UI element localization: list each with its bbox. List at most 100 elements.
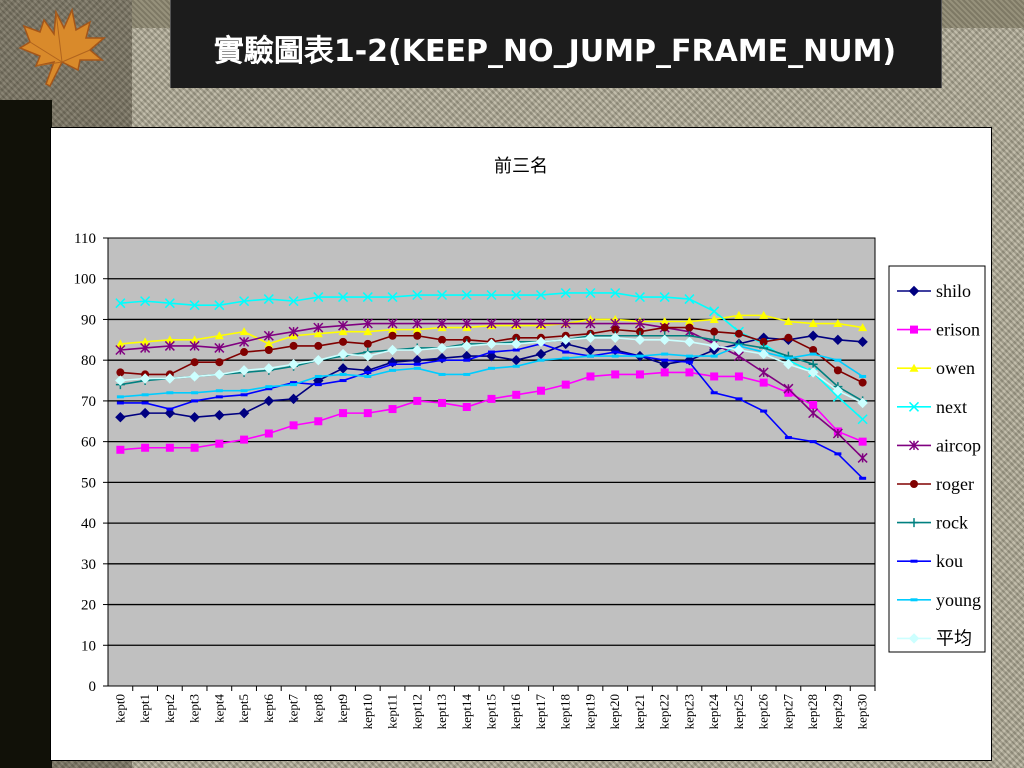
data-point xyxy=(116,368,125,377)
data-point xyxy=(512,364,520,368)
data-point xyxy=(240,389,248,393)
data-point xyxy=(537,358,545,362)
data-point xyxy=(758,348,769,360)
legend: shilo erison owen next aircop roger rock kou you… xyxy=(888,265,986,653)
x-tick-label: kept13 xyxy=(434,694,449,729)
data-point xyxy=(139,373,151,384)
data-point xyxy=(387,318,398,329)
y-tick-label: 50 xyxy=(81,475,96,491)
data-point xyxy=(488,366,495,370)
data-point xyxy=(833,366,842,375)
x-tick-label: kept21 xyxy=(632,694,647,729)
data-point xyxy=(535,289,547,301)
data-point xyxy=(611,325,620,334)
legend-label: rock xyxy=(936,513,968,533)
data-point xyxy=(809,400,818,409)
legend-label: shilo xyxy=(936,281,971,301)
data-point xyxy=(660,368,669,377)
data-point xyxy=(115,339,125,348)
data-point xyxy=(215,358,224,367)
data-point xyxy=(758,367,769,378)
data-point xyxy=(585,344,596,356)
y-tick-label: 100 xyxy=(74,272,97,288)
data-point xyxy=(116,395,124,399)
data-point xyxy=(733,344,745,356)
legend-label: roger xyxy=(936,474,974,494)
data-point xyxy=(759,337,768,346)
maple-leaf-icon xyxy=(18,7,107,88)
data-point xyxy=(362,292,373,303)
legend-label: next xyxy=(936,397,967,417)
data-point xyxy=(339,379,347,383)
data-point xyxy=(164,407,176,419)
data-point xyxy=(511,338,522,350)
data-point xyxy=(288,296,299,307)
data-point xyxy=(832,428,843,439)
data-point xyxy=(289,341,298,350)
data-point xyxy=(412,344,423,356)
data-point xyxy=(635,370,644,379)
data-point xyxy=(240,393,248,397)
data-point xyxy=(164,340,175,351)
x-tick-label: kept10 xyxy=(360,694,375,729)
data-point xyxy=(116,401,124,405)
data-point xyxy=(461,318,472,329)
data-point xyxy=(908,401,920,412)
data-point xyxy=(486,350,497,362)
data-point xyxy=(685,323,694,332)
data-point xyxy=(263,363,275,374)
data-point xyxy=(313,322,324,333)
data-point xyxy=(140,342,151,353)
title-bar xyxy=(170,0,942,88)
data-point xyxy=(857,452,868,463)
x-tick-label: kept8 xyxy=(310,694,325,723)
data-point xyxy=(191,399,199,403)
data-point xyxy=(288,359,299,370)
data-point xyxy=(288,326,299,337)
legend-item: roger xyxy=(897,474,974,494)
data-point xyxy=(461,289,472,301)
data-point xyxy=(807,330,819,341)
legend-item: young xyxy=(897,590,981,610)
data-point xyxy=(910,598,918,602)
data-point xyxy=(463,372,471,376)
data-point xyxy=(264,339,274,348)
data-point xyxy=(115,411,126,423)
x-tick-label: kept0 xyxy=(112,694,127,723)
legend-item: next xyxy=(897,397,967,417)
legend-item: erison xyxy=(897,320,980,340)
data-point xyxy=(585,287,596,299)
data-point xyxy=(413,362,421,366)
data-point xyxy=(115,375,126,386)
y-axis: 0 10 20 30 40 50 60 70 80 90 100 110 xyxy=(74,231,108,695)
data-point xyxy=(413,366,421,370)
data-point xyxy=(191,391,199,395)
data-point xyxy=(239,327,249,336)
data-point xyxy=(313,354,324,366)
data-point xyxy=(115,344,126,356)
data-point xyxy=(264,429,273,438)
data-point xyxy=(337,348,349,360)
data-point xyxy=(166,407,174,411)
data-point xyxy=(636,354,644,358)
x-tick-label: kept14 xyxy=(459,694,474,730)
data-point xyxy=(708,340,720,352)
data-point xyxy=(438,372,446,376)
data-point xyxy=(140,337,150,346)
data-point xyxy=(585,318,596,329)
data-point xyxy=(659,292,670,303)
data-point xyxy=(436,289,448,301)
data-point xyxy=(759,378,768,387)
data-point xyxy=(858,437,867,446)
data-point xyxy=(363,409,372,418)
data-point xyxy=(660,316,670,325)
data-point xyxy=(362,350,373,362)
chart-frame: 前三名 0 10 20 30 40 50 60 70 80 90 100 110 kept0 kept1… xyxy=(50,127,992,761)
data-point xyxy=(364,370,372,374)
data-point xyxy=(461,340,472,352)
y-tick-label: 10 xyxy=(81,638,96,654)
data-point xyxy=(337,363,349,374)
data-point xyxy=(314,383,322,387)
data-point xyxy=(710,372,719,381)
x-tick-label: kept9 xyxy=(335,694,350,723)
